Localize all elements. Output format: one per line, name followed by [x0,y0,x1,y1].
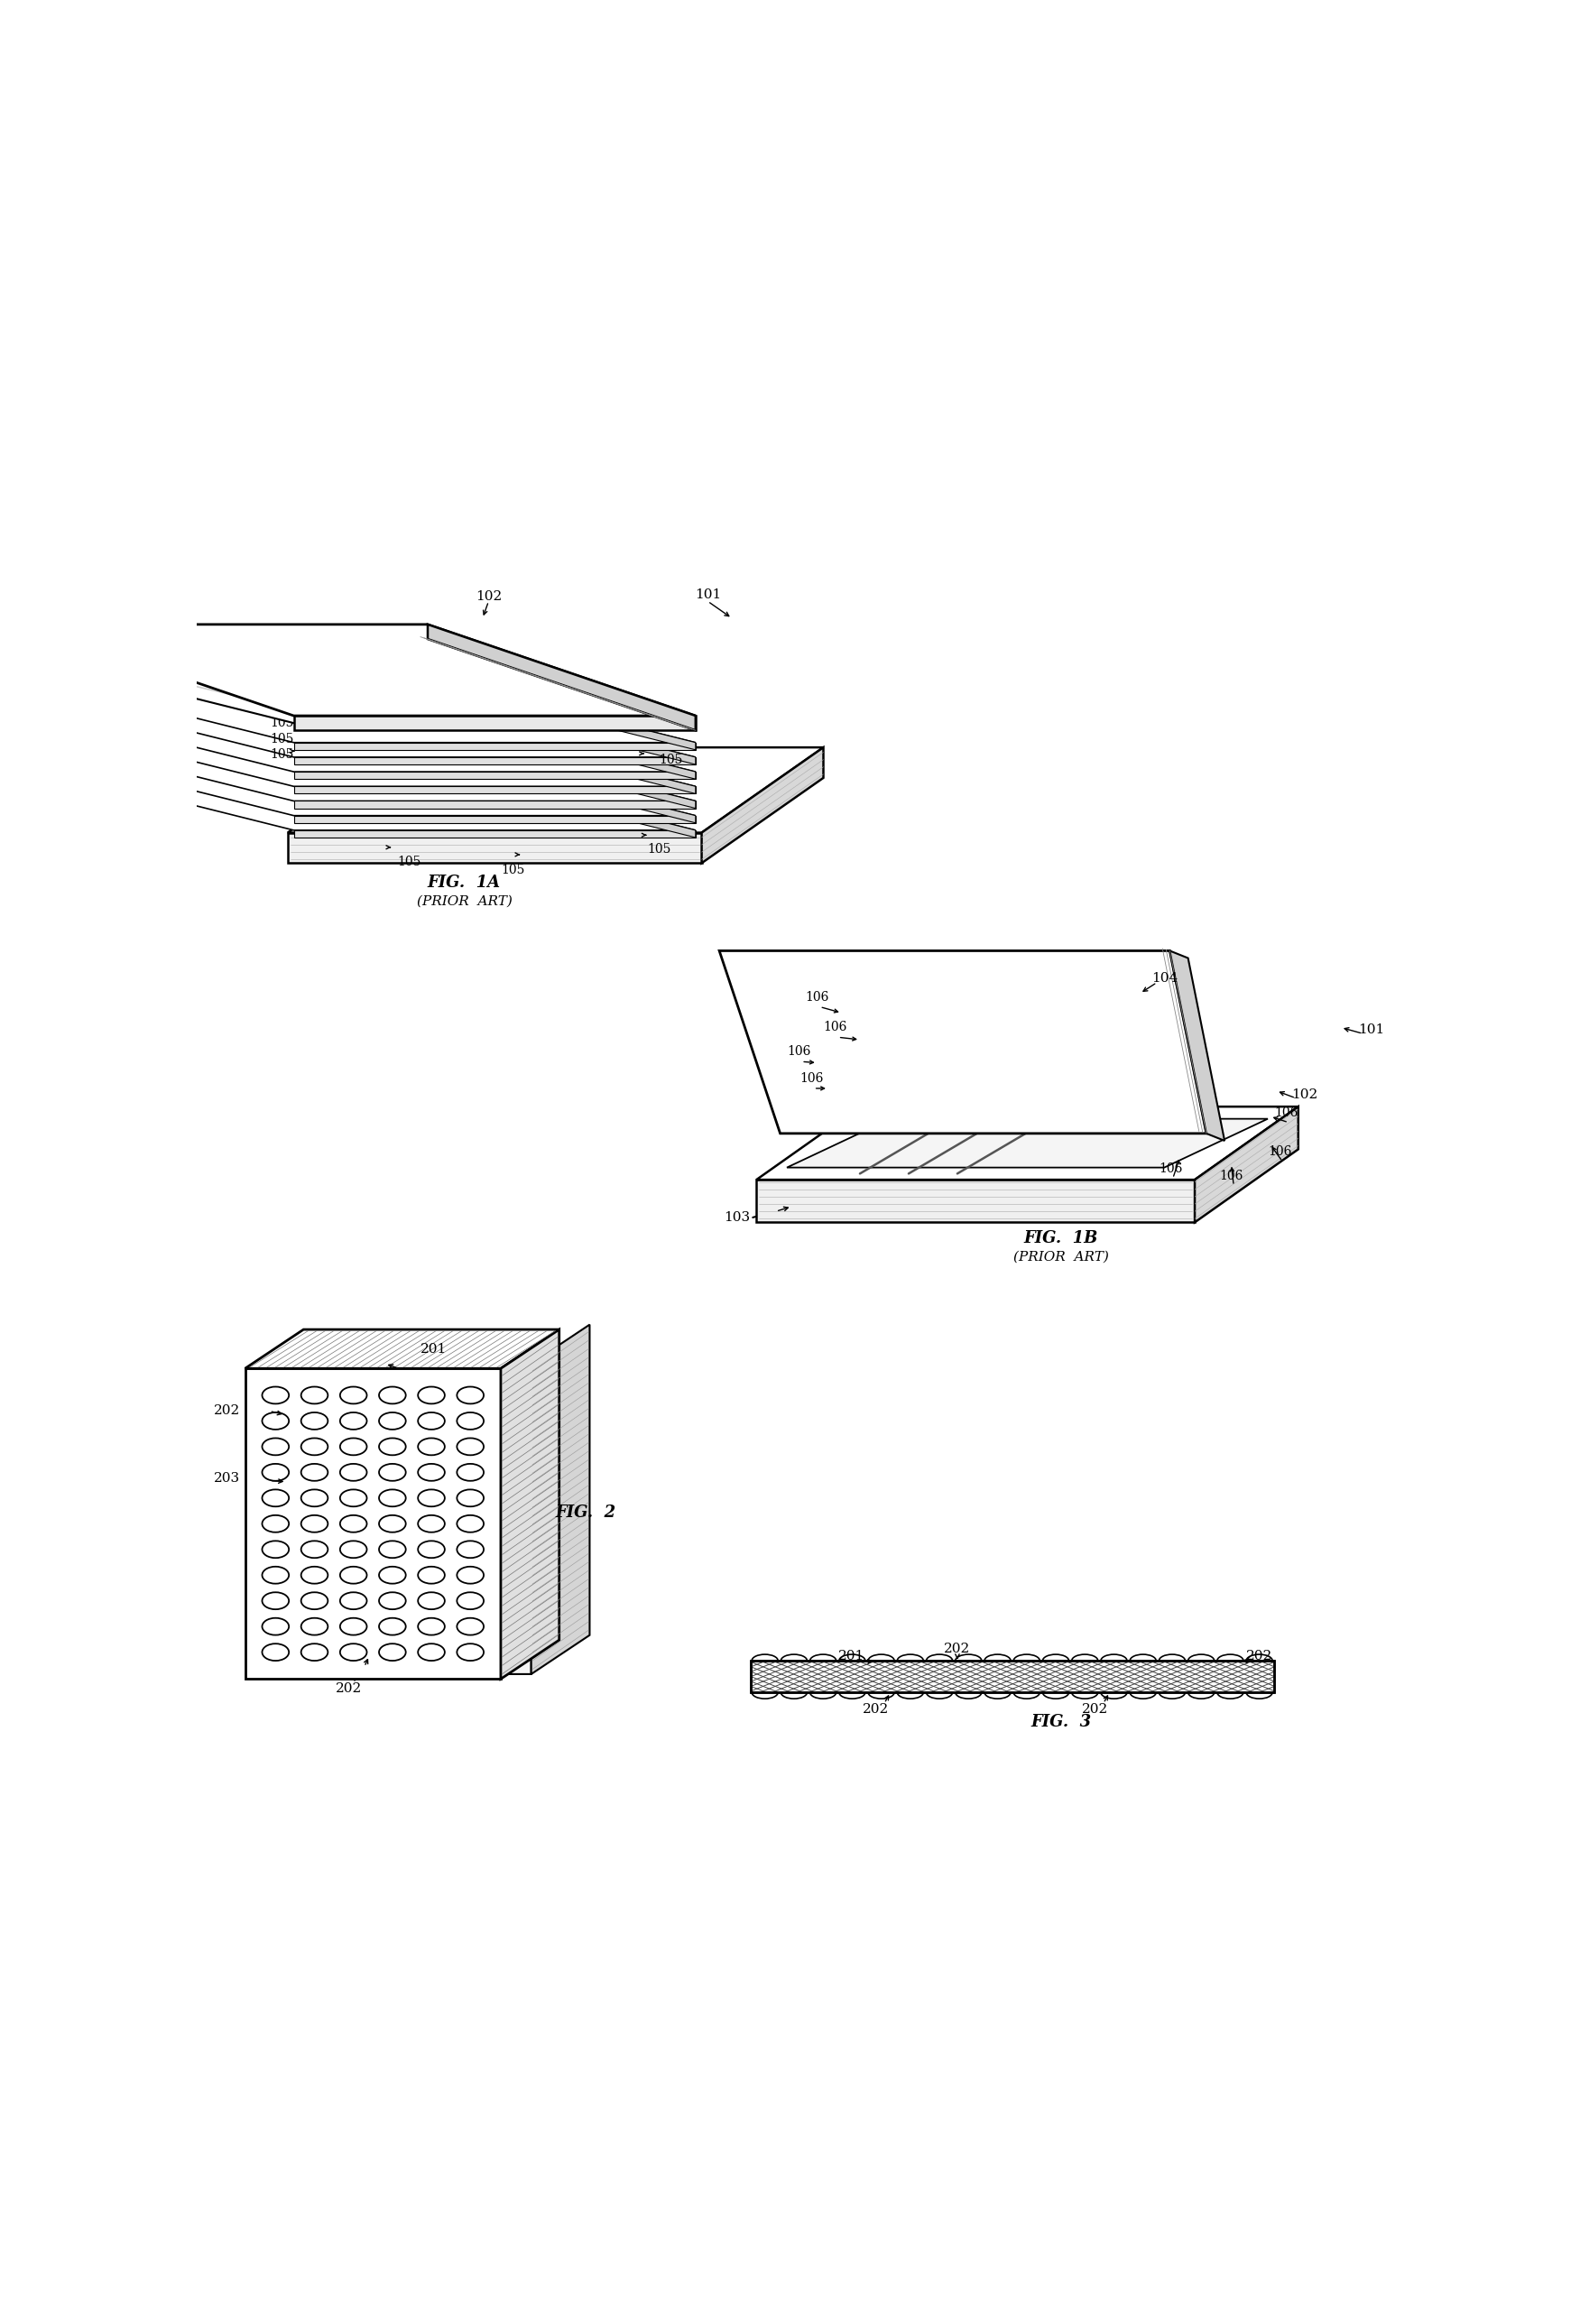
Text: 203: 203 [214,1471,240,1485]
Polygon shape [294,802,696,809]
Text: 102: 102 [476,590,501,602]
Text: 201: 201 [421,1343,448,1355]
Polygon shape [2,713,696,786]
Text: FIG.  1A: FIG. 1A [427,874,501,890]
Polygon shape [25,625,696,716]
Text: 201: 201 [839,1650,864,1662]
Polygon shape [294,744,696,751]
Text: 106: 106 [806,990,829,1004]
Polygon shape [245,1369,501,1678]
Text: 202: 202 [944,1643,971,1655]
Polygon shape [404,744,696,823]
Polygon shape [404,727,696,809]
Text: 106: 106 [1219,1169,1243,1183]
Polygon shape [2,683,696,758]
Polygon shape [2,744,696,816]
Polygon shape [2,700,696,772]
Polygon shape [294,758,696,765]
Text: 106: 106 [787,1046,811,1057]
Polygon shape [720,951,1207,1134]
Polygon shape [294,786,696,795]
Text: 105: 105 [270,716,294,730]
Polygon shape [294,816,696,823]
Polygon shape [245,1329,559,1369]
Polygon shape [2,758,696,830]
Text: FIG.  2: FIG. 2 [556,1504,616,1520]
Polygon shape [287,748,823,832]
Bar [751,1662,1274,1692]
Polygon shape [702,748,823,862]
Polygon shape [757,1106,1298,1181]
Text: 202: 202 [214,1404,240,1418]
Polygon shape [404,683,696,765]
Text: 106: 106 [1268,1146,1291,1157]
Text: (PRIOR  ART): (PRIOR ART) [416,895,512,906]
Polygon shape [294,716,696,730]
Text: 202: 202 [1082,1703,1108,1715]
Polygon shape [287,832,702,862]
Text: 202: 202 [1246,1650,1273,1662]
Text: 106: 106 [1274,1106,1298,1120]
Polygon shape [404,669,696,751]
Text: 106: 106 [1158,1162,1183,1176]
Polygon shape [404,758,696,837]
Polygon shape [1196,1106,1298,1222]
Text: 105: 105 [501,865,525,876]
Text: 101: 101 [694,588,721,602]
Text: 101: 101 [1357,1023,1384,1037]
Polygon shape [2,727,696,802]
Text: 106: 106 [800,1071,823,1085]
Polygon shape [503,1364,531,1673]
Polygon shape [294,772,696,779]
Text: 106: 106 [823,1020,847,1034]
Text: FIG.  3: FIG. 3 [1031,1713,1092,1729]
Polygon shape [404,700,696,779]
Text: 104: 104 [1152,971,1178,985]
Text: (PRIOR  ART): (PRIOR ART) [1013,1250,1109,1262]
Text: 105: 105 [270,748,294,760]
Polygon shape [294,830,696,837]
Polygon shape [2,651,696,723]
Text: 104: 104 [512,706,539,720]
Polygon shape [427,625,696,730]
Text: FIG.  1B: FIG. 1B [1024,1229,1098,1246]
Text: 103: 103 [250,700,275,711]
Polygon shape [404,713,696,795]
Polygon shape [531,1325,589,1673]
Text: 105: 105 [660,753,683,767]
Text: 105: 105 [647,844,671,855]
Text: 103: 103 [724,1211,751,1225]
Polygon shape [757,1181,1196,1222]
Polygon shape [787,1118,1268,1167]
Text: 102: 102 [1291,1088,1318,1102]
Bar [751,1662,1274,1692]
Polygon shape [2,669,696,744]
Text: 105: 105 [397,855,421,869]
Text: 202: 202 [335,1683,361,1694]
Polygon shape [1170,951,1224,1141]
Text: 202: 202 [862,1703,889,1715]
Text: 105: 105 [270,732,294,746]
Polygon shape [501,1329,559,1678]
